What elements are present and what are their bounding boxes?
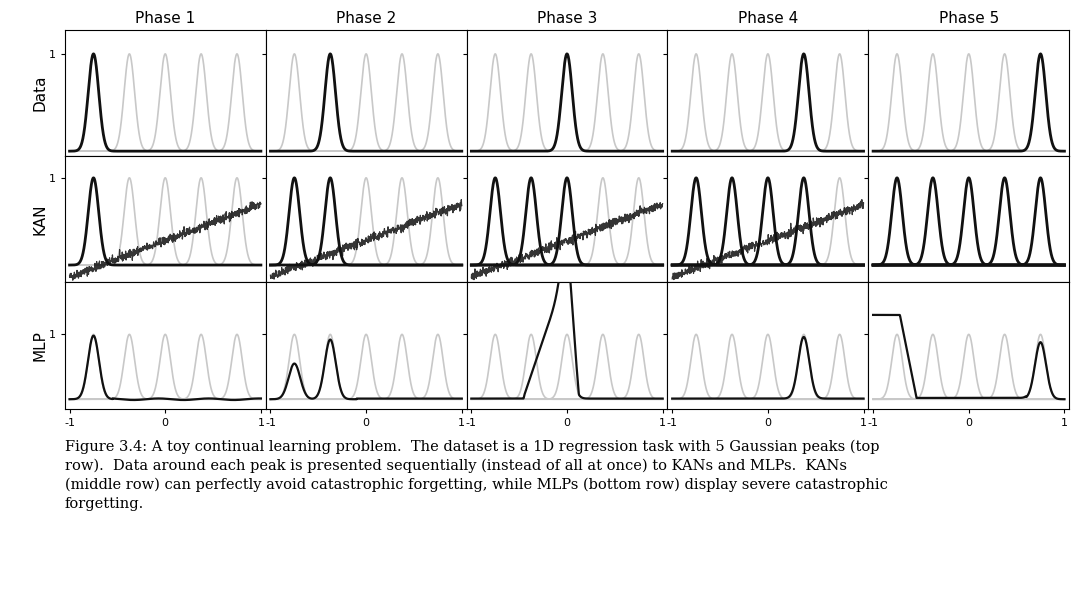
Title: Phase 5: Phase 5: [939, 11, 999, 25]
Y-axis label: Data: Data: [32, 74, 48, 111]
Title: Phase 4: Phase 4: [738, 11, 798, 25]
Title: Phase 3: Phase 3: [537, 11, 597, 25]
Title: Phase 2: Phase 2: [336, 11, 396, 25]
Y-axis label: KAN: KAN: [32, 203, 48, 235]
Y-axis label: MLP: MLP: [32, 330, 48, 361]
Title: Phase 1: Phase 1: [135, 11, 195, 25]
Text: Figure 3.4: A toy continual learning problem.  The dataset is a 1D regression ta: Figure 3.4: A toy continual learning pro…: [65, 440, 888, 511]
